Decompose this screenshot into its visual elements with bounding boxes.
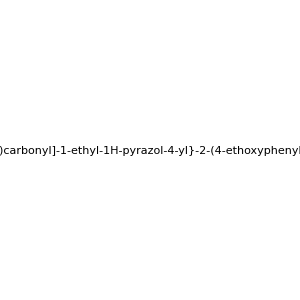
Text: N-{3-[(cyclopentylamino)carbonyl]-1-ethyl-1H-pyrazol-4-yl}-2-(4-ethoxyphenyl)-4-: N-{3-[(cyclopentylamino)carbonyl]-1-ethy… — [0, 146, 300, 157]
